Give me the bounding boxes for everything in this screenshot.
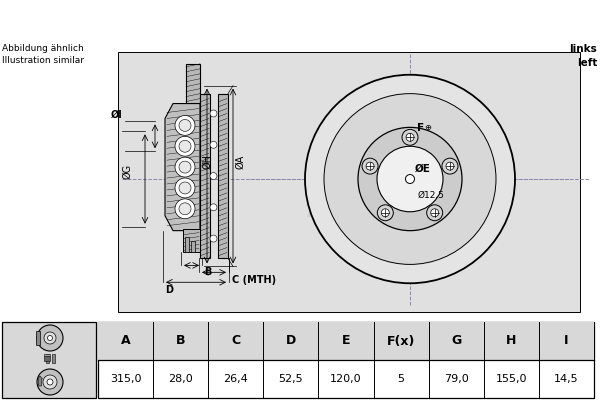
Bar xyxy=(183,229,200,252)
Circle shape xyxy=(179,161,191,173)
Circle shape xyxy=(446,162,454,170)
Text: ØE: ØE xyxy=(415,164,431,174)
Text: G: G xyxy=(451,334,461,348)
Text: 5: 5 xyxy=(398,374,404,384)
Bar xyxy=(44,354,50,356)
Text: 28,0: 28,0 xyxy=(168,374,193,384)
Circle shape xyxy=(402,129,418,145)
Text: ØG: ØG xyxy=(122,164,132,179)
Circle shape xyxy=(210,141,217,148)
Circle shape xyxy=(358,127,462,231)
Circle shape xyxy=(37,369,63,395)
Text: F: F xyxy=(417,123,424,133)
Text: Ø12,5: Ø12,5 xyxy=(418,192,445,200)
Text: ØI: ØI xyxy=(111,110,123,120)
Bar xyxy=(44,356,50,361)
Text: D: D xyxy=(286,334,296,348)
Circle shape xyxy=(366,162,374,170)
Circle shape xyxy=(175,157,195,177)
Text: 155,0: 155,0 xyxy=(496,374,527,384)
Text: H: H xyxy=(506,334,517,348)
Circle shape xyxy=(179,140,191,152)
Text: ⊕: ⊕ xyxy=(424,123,431,132)
Circle shape xyxy=(210,204,217,211)
Circle shape xyxy=(406,133,414,141)
Circle shape xyxy=(406,174,415,184)
Circle shape xyxy=(324,94,496,264)
Text: 120,0: 120,0 xyxy=(330,374,362,384)
Text: left: left xyxy=(577,58,597,68)
Bar xyxy=(191,240,195,252)
Circle shape xyxy=(179,203,191,215)
Bar xyxy=(2,322,96,398)
FancyArrow shape xyxy=(37,376,43,386)
Text: D: D xyxy=(165,285,173,295)
Text: F(x): F(x) xyxy=(387,334,415,348)
Text: Ate: Ate xyxy=(308,187,382,225)
Text: C: C xyxy=(231,334,241,348)
Circle shape xyxy=(431,209,439,217)
Text: 79,0: 79,0 xyxy=(444,374,469,384)
Circle shape xyxy=(179,182,191,194)
Text: 315,0: 315,0 xyxy=(110,374,142,384)
Circle shape xyxy=(179,120,191,131)
Circle shape xyxy=(47,379,53,385)
Text: C (MTH): C (MTH) xyxy=(232,275,276,285)
Bar xyxy=(98,322,594,360)
Bar xyxy=(200,94,210,258)
Text: Illustration similar: Illustration similar xyxy=(2,56,84,65)
Text: 24.0128-0204.2    428204: 24.0128-0204.2 428204 xyxy=(170,12,430,30)
Circle shape xyxy=(382,209,389,217)
Circle shape xyxy=(175,116,195,135)
Circle shape xyxy=(47,336,53,340)
Text: 26,4: 26,4 xyxy=(223,374,248,384)
Text: I: I xyxy=(564,334,569,348)
Circle shape xyxy=(305,75,515,283)
Text: links: links xyxy=(569,44,597,54)
Circle shape xyxy=(362,158,378,174)
Polygon shape xyxy=(165,104,200,231)
Circle shape xyxy=(442,158,458,174)
Circle shape xyxy=(175,178,195,198)
Circle shape xyxy=(377,146,443,212)
Bar xyxy=(98,322,594,398)
Circle shape xyxy=(210,172,217,180)
Circle shape xyxy=(175,136,195,156)
Bar xyxy=(118,52,580,312)
Text: B: B xyxy=(204,267,211,277)
Bar xyxy=(46,354,49,363)
Text: E: E xyxy=(342,334,350,348)
Circle shape xyxy=(377,205,394,221)
Text: B: B xyxy=(176,334,185,348)
Text: 52,5: 52,5 xyxy=(278,374,303,384)
Circle shape xyxy=(175,199,195,219)
Circle shape xyxy=(43,375,57,389)
Bar xyxy=(52,354,55,363)
Text: Abbildung ähnlich: Abbildung ähnlich xyxy=(2,44,84,53)
Bar xyxy=(185,237,189,252)
Circle shape xyxy=(210,235,217,242)
Circle shape xyxy=(44,332,56,344)
Text: ®: ® xyxy=(370,195,383,208)
Bar xyxy=(186,64,200,104)
Circle shape xyxy=(210,110,217,117)
Circle shape xyxy=(427,205,443,221)
Text: A: A xyxy=(121,334,130,348)
Text: 14,5: 14,5 xyxy=(554,374,579,384)
Circle shape xyxy=(37,325,63,351)
Text: ØA: ØA xyxy=(235,155,245,169)
Bar xyxy=(218,94,228,258)
Bar xyxy=(36,331,40,345)
Text: ØH: ØH xyxy=(202,154,212,169)
